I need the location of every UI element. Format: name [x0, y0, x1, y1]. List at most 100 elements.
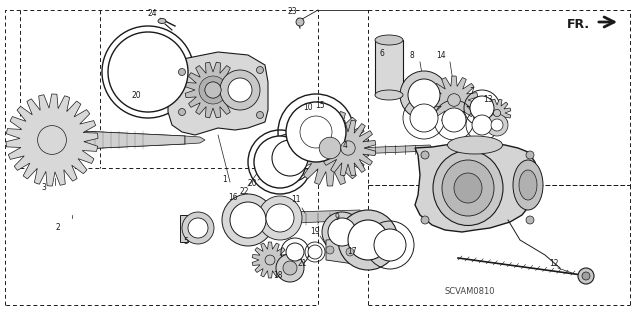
Circle shape: [266, 204, 294, 232]
Text: 4: 4: [342, 140, 348, 150]
Circle shape: [448, 94, 460, 106]
Text: 5: 5: [184, 238, 188, 247]
Circle shape: [220, 70, 260, 110]
Circle shape: [286, 102, 346, 162]
Circle shape: [472, 115, 492, 135]
Circle shape: [182, 212, 214, 244]
Text: 21: 21: [297, 258, 307, 268]
Text: 17: 17: [347, 248, 357, 256]
Ellipse shape: [433, 151, 503, 226]
Polygon shape: [6, 94, 98, 186]
Circle shape: [491, 119, 503, 131]
Circle shape: [308, 245, 322, 259]
Ellipse shape: [375, 90, 403, 100]
Circle shape: [374, 229, 406, 261]
Circle shape: [322, 212, 362, 252]
Circle shape: [326, 246, 334, 254]
Circle shape: [338, 210, 398, 270]
Circle shape: [493, 109, 500, 117]
Polygon shape: [180, 215, 208, 242]
Polygon shape: [185, 136, 205, 144]
Circle shape: [526, 151, 534, 159]
Circle shape: [348, 220, 388, 260]
Text: 10: 10: [303, 103, 313, 113]
Text: 13: 13: [483, 95, 493, 105]
Ellipse shape: [447, 136, 502, 154]
Polygon shape: [292, 110, 368, 186]
Circle shape: [179, 108, 186, 115]
Polygon shape: [252, 242, 288, 278]
Circle shape: [408, 79, 440, 111]
Circle shape: [283, 261, 297, 275]
Text: 16: 16: [228, 194, 238, 203]
Circle shape: [346, 248, 354, 256]
Polygon shape: [255, 210, 362, 225]
Circle shape: [290, 106, 342, 158]
Text: 9: 9: [335, 213, 339, 222]
Circle shape: [108, 32, 188, 112]
Polygon shape: [185, 62, 241, 118]
Ellipse shape: [454, 173, 482, 203]
Text: 12: 12: [549, 259, 559, 269]
Ellipse shape: [442, 160, 494, 216]
Circle shape: [286, 243, 304, 261]
Text: 20: 20: [247, 179, 257, 188]
Text: 11: 11: [291, 196, 301, 204]
Text: 22: 22: [239, 188, 249, 197]
Circle shape: [421, 216, 429, 224]
Text: 3: 3: [42, 183, 47, 192]
Circle shape: [222, 194, 274, 246]
Circle shape: [328, 218, 356, 246]
Ellipse shape: [375, 35, 403, 45]
Circle shape: [470, 96, 494, 120]
Circle shape: [205, 82, 221, 98]
Text: 14: 14: [436, 50, 446, 60]
Circle shape: [526, 216, 534, 224]
Text: 8: 8: [410, 50, 414, 60]
Text: 20: 20: [131, 92, 141, 100]
Circle shape: [230, 202, 266, 238]
Circle shape: [442, 108, 466, 132]
Circle shape: [265, 255, 275, 265]
Bar: [375, 40, 403, 95]
Circle shape: [205, 82, 221, 98]
Polygon shape: [320, 120, 376, 176]
Text: 1: 1: [223, 175, 227, 184]
Polygon shape: [430, 76, 478, 124]
Text: SCVAM0810: SCVAM0810: [445, 287, 495, 296]
Circle shape: [276, 254, 304, 282]
Circle shape: [258, 196, 302, 240]
Circle shape: [38, 126, 67, 154]
Circle shape: [341, 141, 355, 155]
Circle shape: [179, 69, 186, 76]
Ellipse shape: [513, 160, 543, 210]
Polygon shape: [80, 131, 185, 149]
Circle shape: [582, 272, 590, 280]
Text: 6: 6: [380, 49, 385, 58]
Circle shape: [254, 136, 306, 188]
Circle shape: [410, 104, 438, 132]
Polygon shape: [168, 52, 268, 135]
Text: 2: 2: [56, 224, 60, 233]
Text: 18: 18: [273, 271, 283, 279]
Text: 24: 24: [147, 9, 157, 18]
Text: 19: 19: [310, 227, 320, 236]
Circle shape: [400, 71, 448, 119]
Text: 15: 15: [315, 100, 325, 109]
Circle shape: [486, 114, 508, 136]
Text: FR.: FR.: [567, 18, 590, 31]
Circle shape: [257, 112, 264, 118]
Text: 23: 23: [287, 6, 297, 16]
Circle shape: [199, 76, 227, 104]
Polygon shape: [326, 238, 360, 264]
Circle shape: [257, 66, 264, 73]
Circle shape: [188, 218, 208, 238]
Circle shape: [421, 151, 429, 159]
Circle shape: [578, 268, 594, 284]
Text: 7: 7: [470, 87, 474, 97]
Circle shape: [228, 78, 252, 102]
Circle shape: [272, 140, 308, 176]
Polygon shape: [483, 99, 511, 127]
Circle shape: [319, 137, 341, 159]
Ellipse shape: [158, 19, 166, 24]
